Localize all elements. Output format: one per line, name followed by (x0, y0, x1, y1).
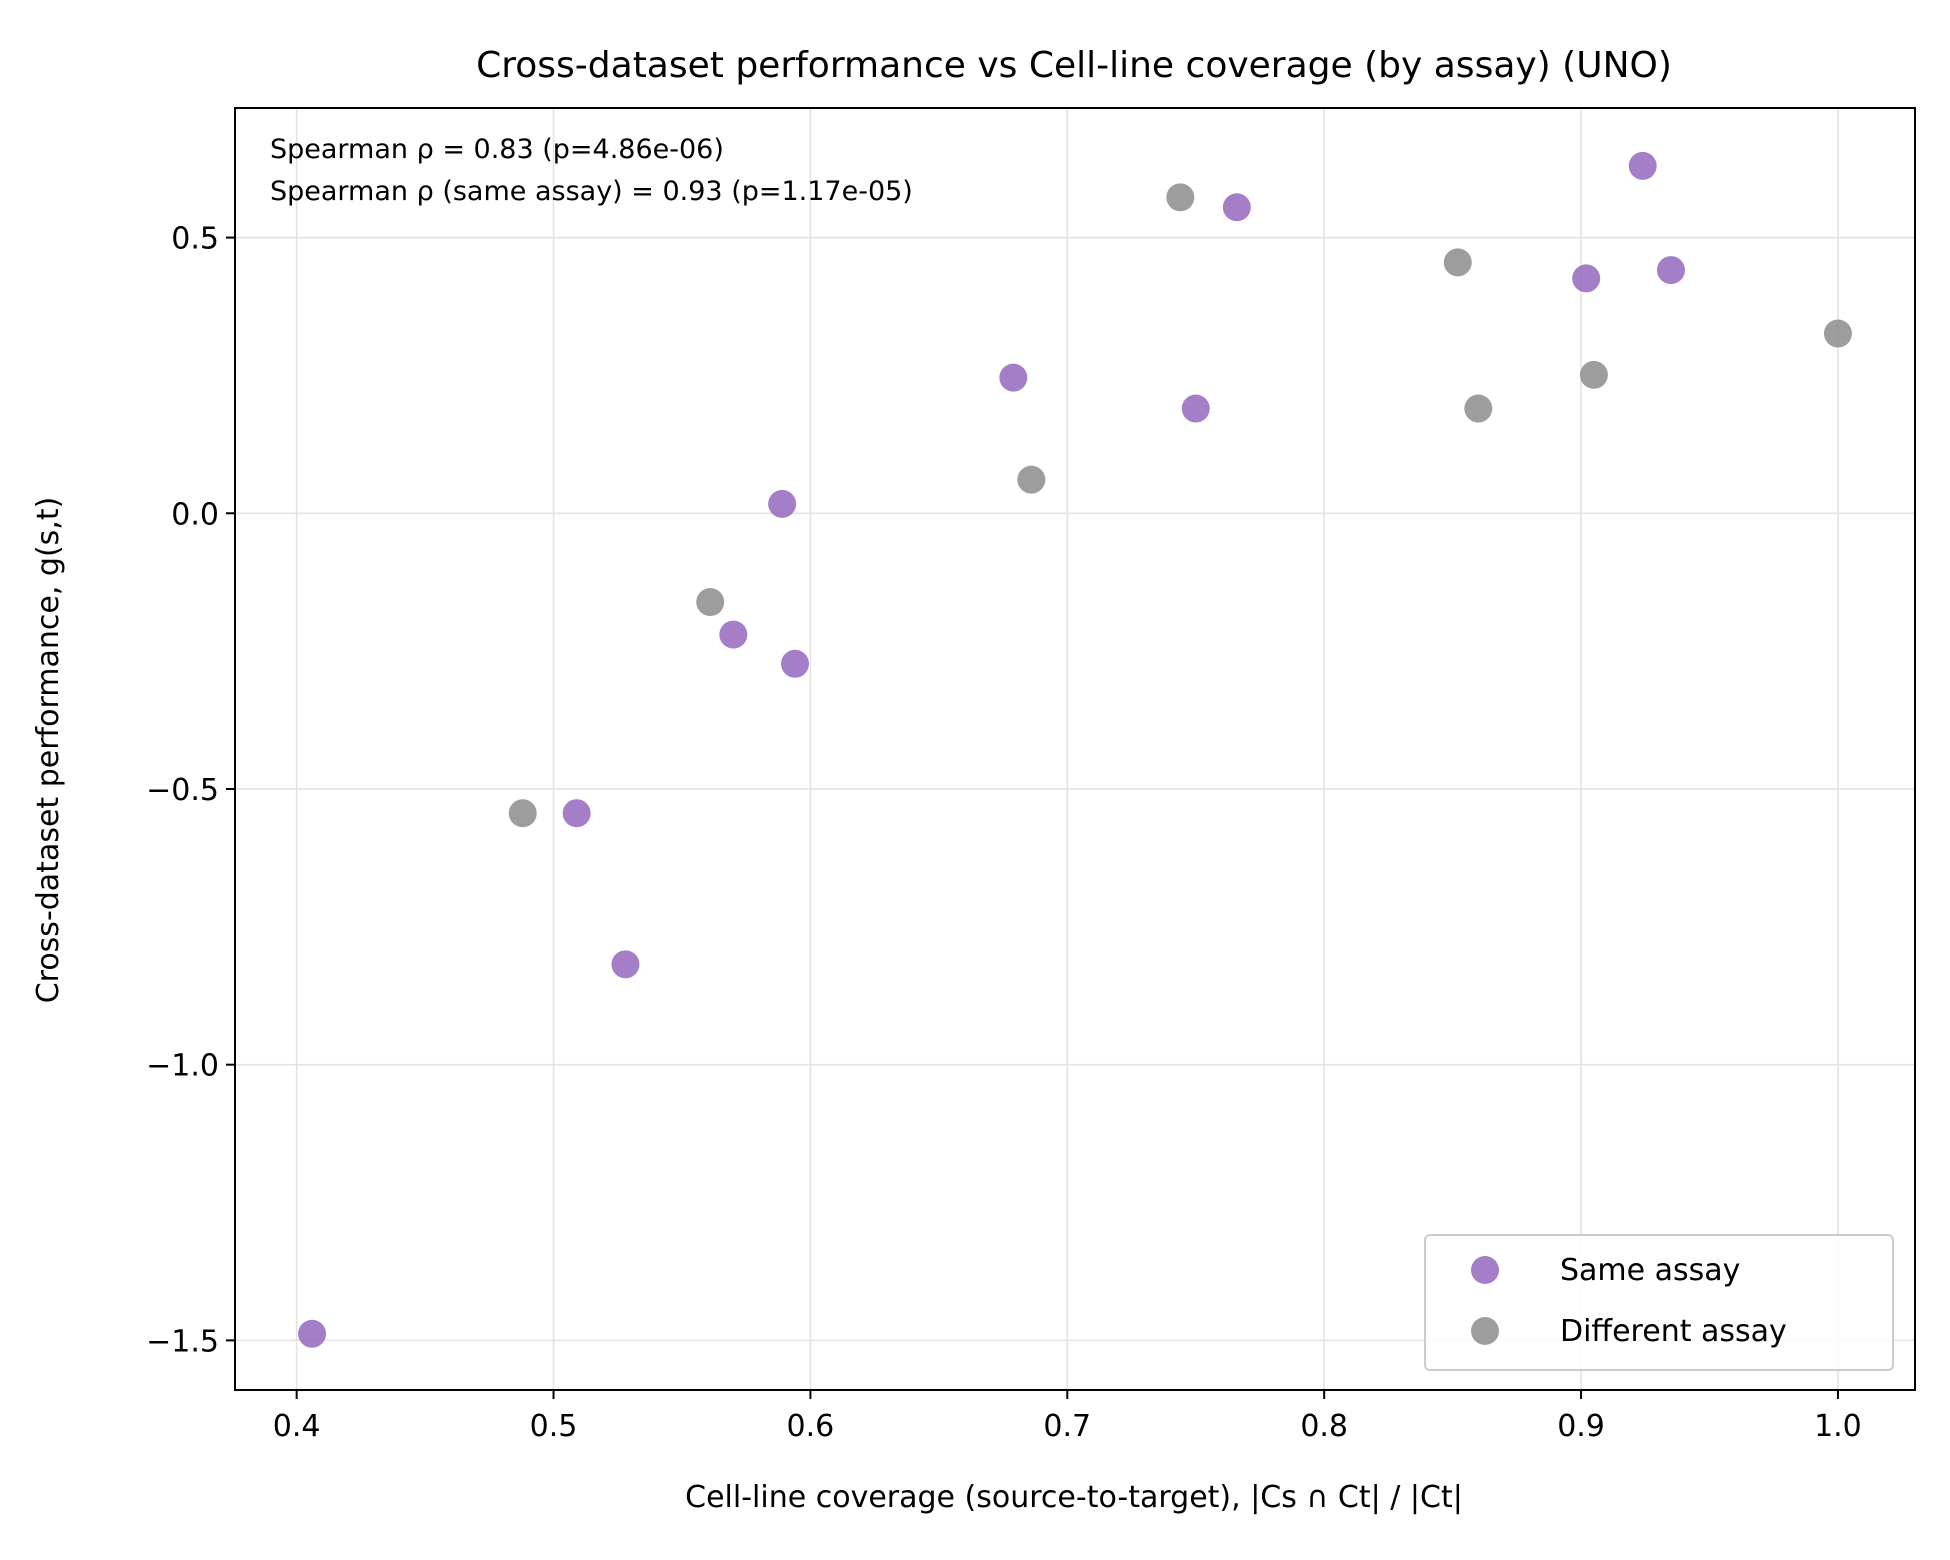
data-point-different-assay (1464, 394, 1493, 423)
chart-title: Cross-dataset performance vs Cell-line c… (476, 45, 1672, 86)
spearman-overall-annotation: Spearman ρ = 0.83 (p=4.86e-06) (270, 134, 724, 165)
x-tick-label: 0.8 (1300, 1409, 1348, 1444)
data-point-different-assay (1579, 360, 1608, 389)
x-tick-label: 1.0 (1814, 1409, 1862, 1444)
data-point-same-assay (1572, 264, 1601, 293)
legend-box (1424, 1234, 1894, 1371)
grid-layer (235, 108, 1915, 1390)
data-point-different-assay (1017, 465, 1046, 494)
x-tick-label: 0.9 (1557, 1409, 1605, 1444)
legend-label-same-assay: Same assay (1560, 1253, 1740, 1288)
axis-ticks: 0.4 0.5 0.6 0.7 0.8 0.9 1.0 −1.5 −1.0 −0.5 0.0 0.5 (146, 222, 1862, 1444)
data-point-same-assay (768, 489, 797, 518)
y-tick-label: −1.5 (146, 1324, 219, 1359)
data-point-same-assay (999, 363, 1028, 392)
y-tick-label: 0.5 (171, 222, 219, 257)
data-point-same-assay (1628, 151, 1657, 180)
data-point-same-assay (562, 799, 591, 828)
data-point-same-assay (611, 950, 640, 979)
x-tick-label: 0.6 (787, 1409, 835, 1444)
data-point-different-assay (508, 799, 537, 828)
legend-marker-different-assay (1471, 1317, 1499, 1345)
y-tick-label: −0.5 (146, 773, 219, 808)
x-axis-title: Cell-line coverage (source-to-target), |… (685, 1480, 1463, 1515)
y-tick-label: 0.0 (171, 497, 219, 532)
spearman-same-assay-annotation: Spearman ρ (same assay) = 0.93 (p=1.17e-… (270, 176, 913, 207)
data-point-same-assay (298, 1319, 327, 1348)
legend-marker-same-assay (1471, 1256, 1499, 1284)
plot-area-frame (234, 107, 1916, 1391)
y-axis-title: Cross-dataset performance, g(s,t) (31, 497, 66, 1004)
data-point-different-assay (1166, 183, 1195, 212)
data-point-same-assay (781, 649, 809, 678)
data-points (298, 151, 1852, 1348)
data-point-different-assay (1823, 319, 1852, 348)
legend: Same assay Different assay (1424, 1234, 1894, 1371)
x-tick-label: 0.4 (273, 1409, 321, 1444)
data-point-same-assay (719, 620, 748, 649)
data-point-different-assay (1443, 248, 1472, 277)
data-point-same-assay (1222, 193, 1251, 222)
x-tick-label: 0.7 (1043, 1409, 1091, 1444)
data-point-same-assay (1181, 394, 1210, 423)
legend-label-different-assay: Different assay (1560, 1314, 1787, 1349)
x-tick-label: 0.5 (530, 1409, 578, 1444)
data-point-different-assay (696, 588, 725, 617)
data-point-same-assay (1656, 256, 1685, 285)
y-tick-label: −1.0 (146, 1049, 219, 1084)
